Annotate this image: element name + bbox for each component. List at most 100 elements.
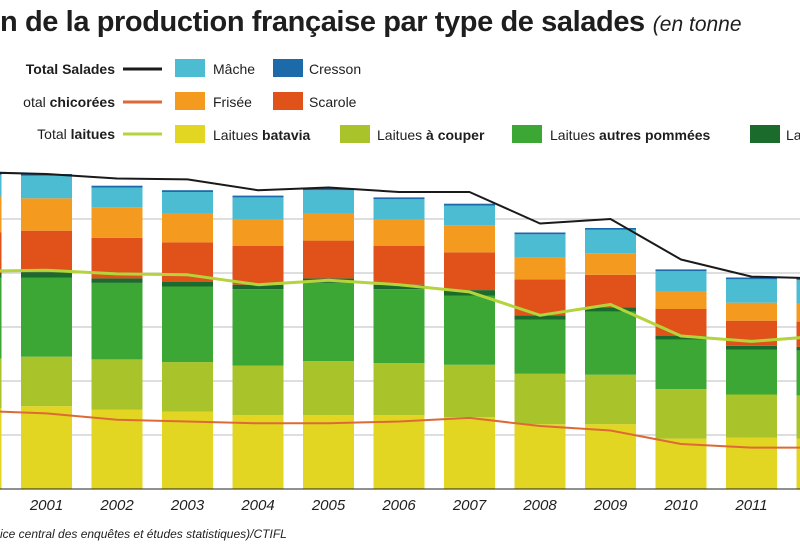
legend-label-total-chicorees: otal chicorées xyxy=(23,94,115,110)
bar-stacks xyxy=(0,173,800,489)
bar-couper-2000 xyxy=(0,358,2,408)
bar-dark-2000 xyxy=(0,273,2,278)
bar-mache-2010 xyxy=(655,271,707,291)
total-lines xyxy=(0,171,800,449)
legend-label-autres-bold: autres pommées xyxy=(599,127,710,143)
bar-batavia-2011 xyxy=(726,437,777,489)
bar-dark-2002 xyxy=(91,278,143,283)
bar-batavia-2003 xyxy=(162,411,213,489)
bar-autres-2011 xyxy=(726,349,777,395)
bar-mache-2004 xyxy=(232,197,284,219)
bar-batavia-2010 xyxy=(655,438,707,489)
bar-stack-2010 xyxy=(655,269,707,489)
legend-label-total-chicorees-bold: chicorées xyxy=(50,94,116,110)
bar-autres-2007 xyxy=(444,295,495,365)
bar-mache-2007 xyxy=(444,205,495,226)
bar-mache-2006 xyxy=(373,199,425,219)
bar-couper-2010 xyxy=(655,389,707,439)
legend-label-cresson: Cresson xyxy=(309,61,361,77)
bar-batavia-2005 xyxy=(303,415,354,489)
legend-label-dark: La xyxy=(786,127,800,143)
bar-dark-2003 xyxy=(162,282,213,287)
bar-autres-2004 xyxy=(232,289,284,366)
bar-scarole-2010 xyxy=(655,309,707,336)
bar-stack-2006 xyxy=(373,197,425,489)
legend-label-total-salades: Total Salades xyxy=(26,61,115,77)
bar-frisee-2006 xyxy=(373,219,425,246)
bar-dark-2006 xyxy=(373,284,425,290)
bar-stack-2003 xyxy=(162,190,213,489)
legend-label-scarole: Scarole xyxy=(309,94,357,110)
bar-stack-2009 xyxy=(585,228,636,489)
x-tick-label-2003: 2003 xyxy=(170,497,205,514)
bar-couper-2003 xyxy=(162,362,213,412)
chart-title: n de la production française par type de… xyxy=(0,6,800,39)
bar-autres-2006 xyxy=(373,289,425,363)
bar-autres-2000 xyxy=(0,277,2,359)
x-tick-label-2007: 2007 xyxy=(452,497,487,514)
bar-dark-2001 xyxy=(21,272,72,278)
bar-autres-2012 xyxy=(796,350,800,396)
x-tick-label-2006: 2006 xyxy=(381,497,416,514)
bar-couper-2002 xyxy=(91,359,143,410)
bar-frisee-2003 xyxy=(162,213,213,243)
legend-label-autres: Laitues autres pommées xyxy=(550,127,711,143)
bar-stack-2001 xyxy=(21,174,72,489)
bar-mache-2003 xyxy=(162,192,213,214)
bar-batavia-2000 xyxy=(0,408,2,489)
bar-autres-2003 xyxy=(162,286,213,363)
chart-title-unit: (en tonne xyxy=(652,13,742,36)
source-note: ice central des enquêtes et études stati… xyxy=(0,527,287,541)
bar-frisee-2011 xyxy=(726,302,777,321)
bar-frisee-2002 xyxy=(91,207,143,238)
legend-label-total-laitues: Total laitues xyxy=(37,126,115,142)
bar-couper-2012 xyxy=(796,395,800,439)
legend-swatch-autres xyxy=(512,125,542,143)
bar-cresson-2008 xyxy=(514,232,566,235)
legend-label-batavia-bold: batavia xyxy=(262,127,310,143)
bar-autres-2005 xyxy=(303,282,354,362)
bar-mache-2005 xyxy=(303,190,354,214)
bar-autres-2010 xyxy=(655,339,707,390)
x-tick-label-2009: 2009 xyxy=(593,497,628,514)
bar-batavia-2002 xyxy=(91,409,143,489)
bar-batavia-2009 xyxy=(585,424,636,489)
bar-frisee-2012 xyxy=(796,303,800,322)
bar-cresson-2002 xyxy=(91,185,143,188)
bar-couper-2011 xyxy=(726,394,777,438)
bar-frisee-2010 xyxy=(655,291,707,309)
bar-frisee-2005 xyxy=(303,213,354,241)
legend-swatch-couper xyxy=(340,125,370,143)
bar-cresson-2000 xyxy=(0,173,2,175)
bar-batavia-2012 xyxy=(796,438,800,489)
bar-stack-2002 xyxy=(91,185,143,489)
line-total-laitues xyxy=(0,268,800,343)
bar-couper-2007 xyxy=(444,364,495,417)
bar-cresson-2012 xyxy=(796,278,800,281)
bar-scarole-2000 xyxy=(0,232,2,273)
bar-mache-2009 xyxy=(585,229,636,254)
x-tick-label-2005: 2005 xyxy=(311,497,346,514)
bar-autres-2008 xyxy=(514,319,566,374)
bar-mache-2000 xyxy=(0,174,2,197)
bar-scarole-2005 xyxy=(303,240,354,279)
bar-couper-2006 xyxy=(373,363,425,416)
bar-dark-2008 xyxy=(514,315,566,320)
bar-frisee-2009 xyxy=(585,253,636,275)
bar-stack-2008 xyxy=(514,232,566,489)
bar-scarole-2012 xyxy=(796,321,800,347)
legend-swatch-mache xyxy=(175,59,205,77)
legend-label-couper: Laitues à couper xyxy=(377,127,485,143)
bar-cresson-2004 xyxy=(232,195,284,198)
bar-scarole-2009 xyxy=(585,274,636,308)
bar-stack-2005 xyxy=(303,188,354,489)
bar-dark-2011 xyxy=(726,345,777,350)
bar-couper-2001 xyxy=(21,356,72,407)
bar-scarole-2001 xyxy=(21,230,72,273)
legend-swatch-batavia xyxy=(175,125,205,143)
bar-batavia-2008 xyxy=(514,424,566,489)
bar-mache-2001 xyxy=(21,175,72,199)
bar-scarole-2007 xyxy=(444,252,495,291)
legend-label-autres-pre: Laitues xyxy=(550,127,599,143)
x-tick-label-2002: 2002 xyxy=(99,497,134,514)
